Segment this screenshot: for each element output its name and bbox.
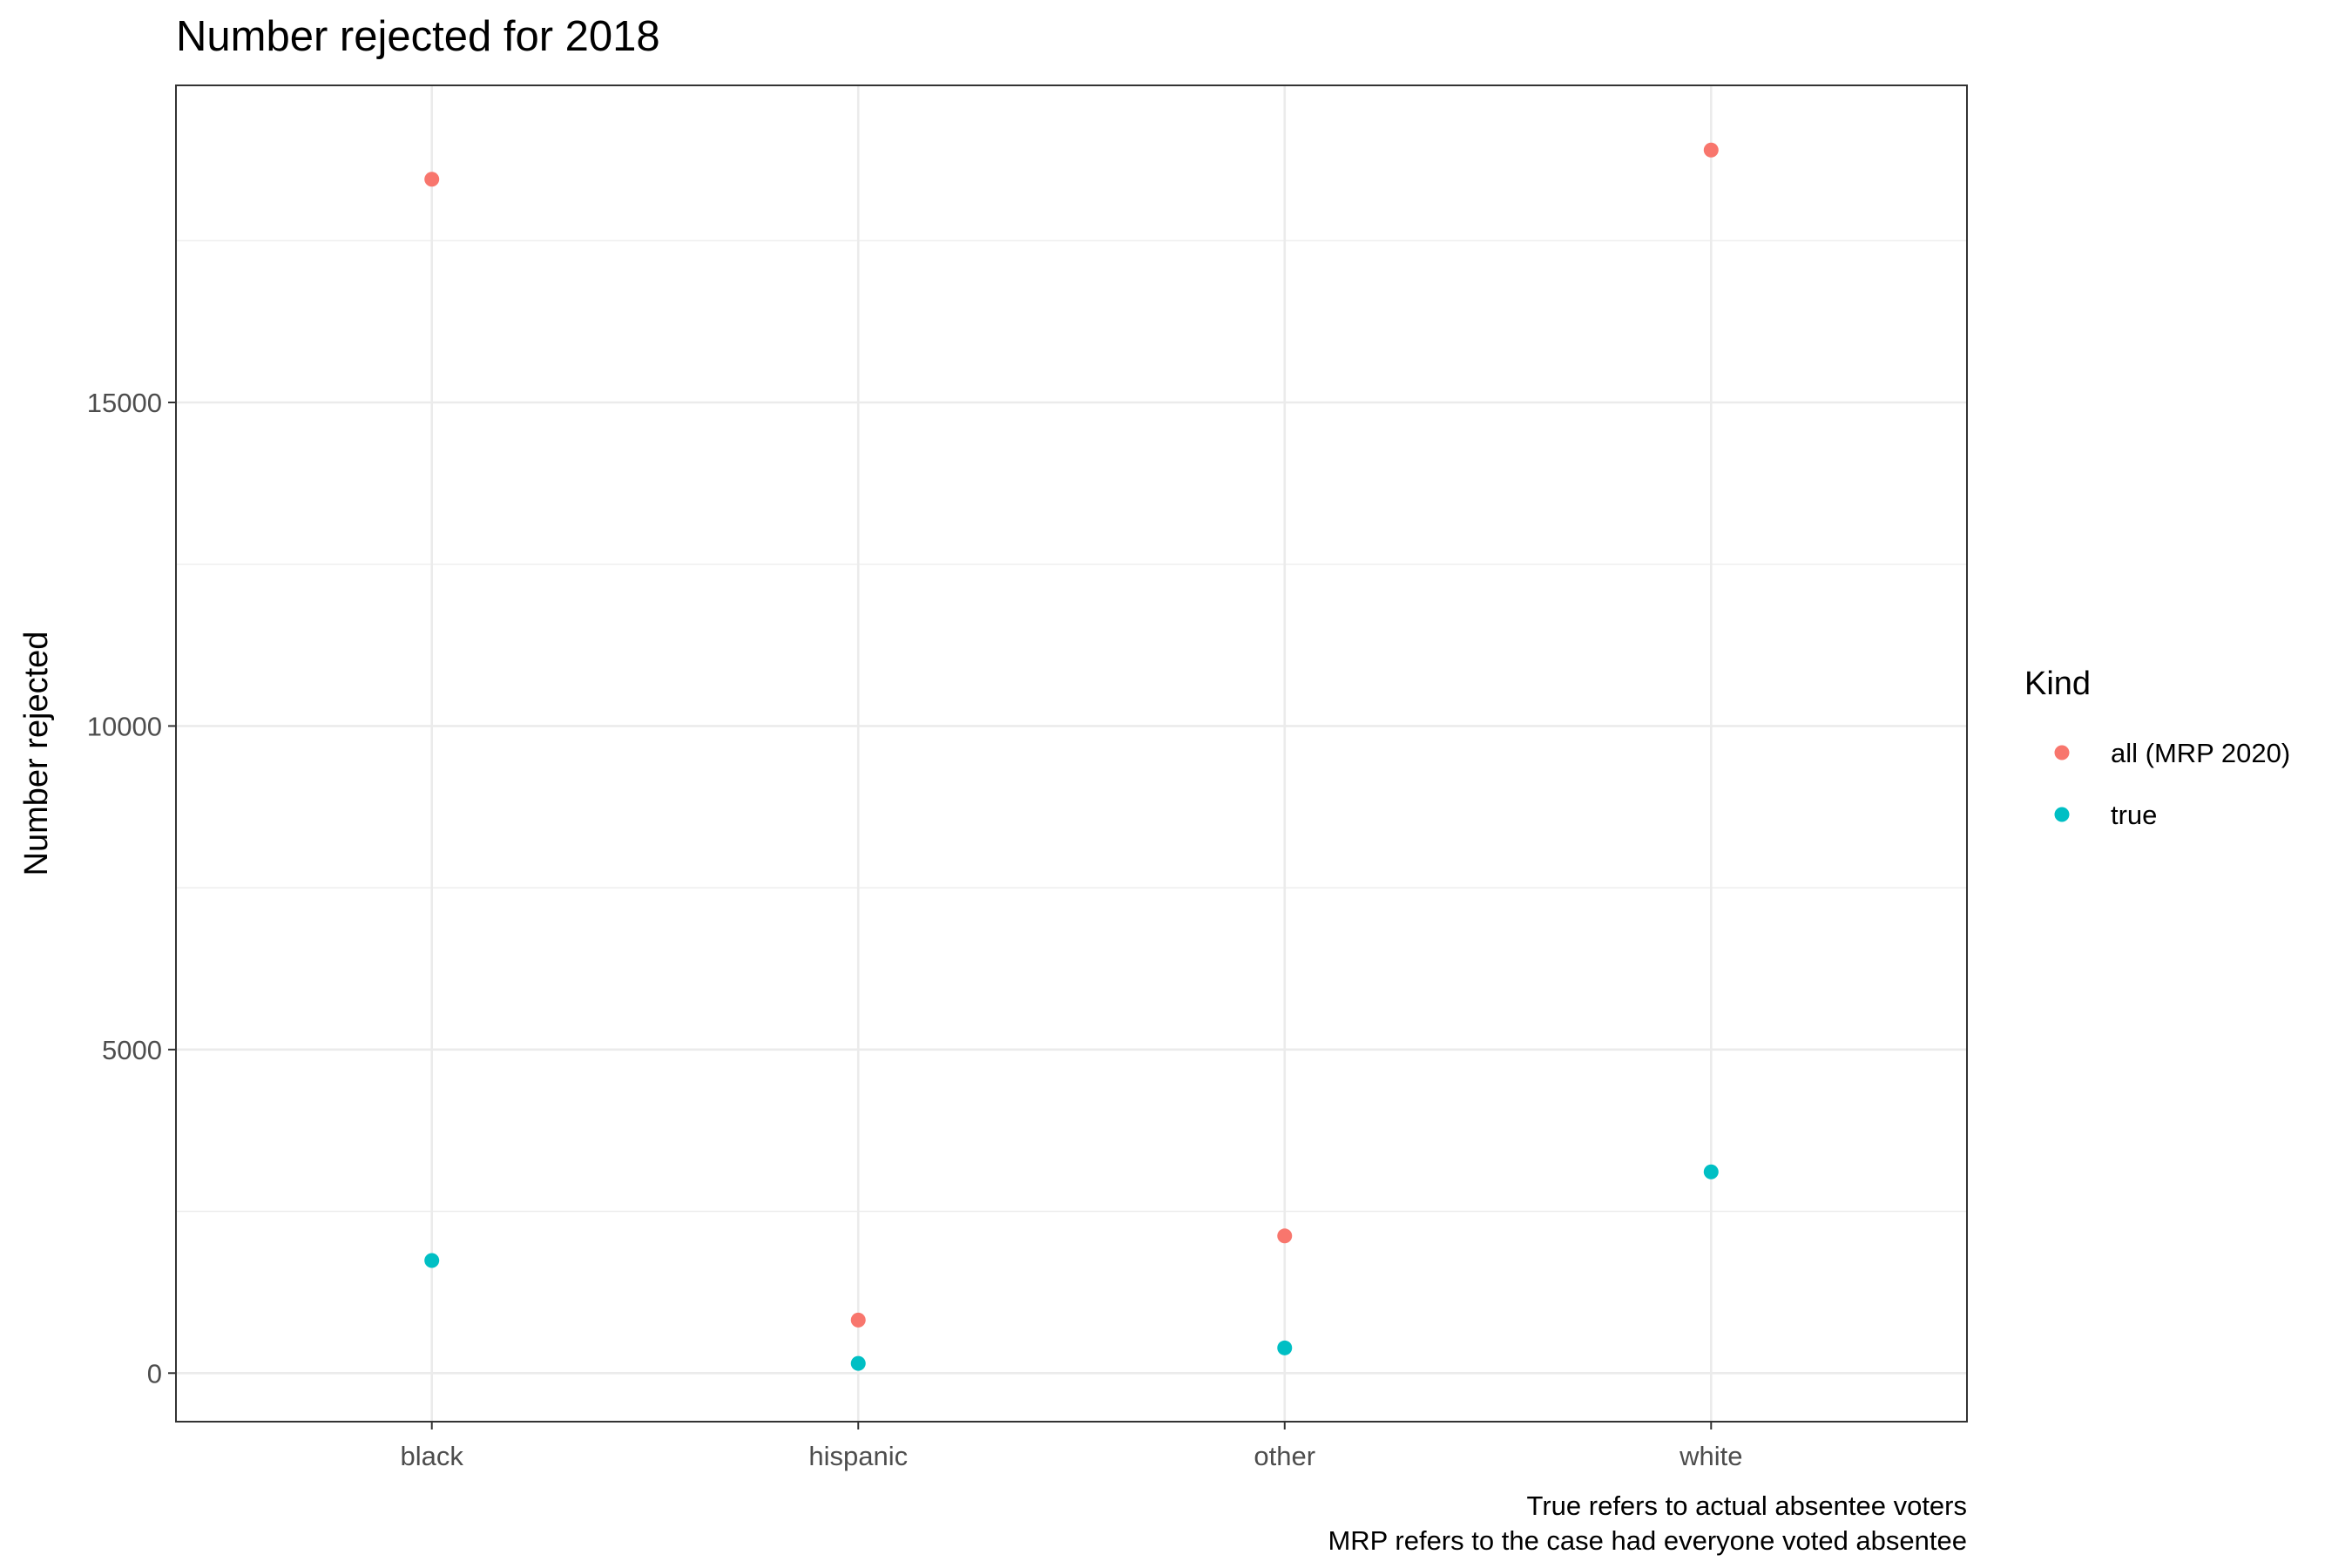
- point-true-other: [1277, 1340, 1293, 1355]
- data-points: [424, 142, 1719, 1371]
- point-true-white: [1703, 1164, 1719, 1179]
- legend-key: [2054, 745, 2070, 760]
- legend-label: true: [2111, 800, 2157, 830]
- legend-label: all (MRP 2020): [2111, 738, 2290, 768]
- point-all-mrp-2020-hispanic: [850, 1312, 866, 1328]
- caption-line-2: MRP refers to the case had everyone vote…: [1328, 1525, 1967, 1556]
- caption-line-1: True refers to actual absentee voters: [1527, 1490, 1967, 1521]
- legend: all (MRP 2020) true: [2054, 738, 2290, 830]
- y-axis: 0 5000 10000 15000: [87, 388, 176, 1389]
- plot-panel-border: [175, 84, 1968, 1423]
- y-tick-label: 5000: [102, 1035, 162, 1065]
- minor-gridlines: [176, 240, 1967, 1213]
- point-all-mrp-2020-white: [1703, 142, 1719, 158]
- x-tick-label: white: [1679, 1441, 1742, 1471]
- point-true-hispanic: [850, 1355, 866, 1371]
- x-tick-label: hispanic: [808, 1441, 908, 1471]
- x-axis: black hispanic other white: [401, 1422, 1742, 1471]
- point-all-mrp-2020-black: [424, 172, 440, 187]
- x-tick-label: black: [401, 1441, 464, 1471]
- legend-key: [2054, 807, 2070, 822]
- chart-title: Number rejected for 2018: [176, 13, 660, 60]
- y-tick-label: 15000: [87, 388, 162, 418]
- y-tick-label: 0: [147, 1358, 162, 1389]
- major-gridlines: [176, 85, 1967, 1422]
- legend-title: Kind: [2024, 666, 2091, 702]
- point-true-black: [424, 1253, 440, 1268]
- y-tick-label: 10000: [87, 711, 162, 741]
- point-all-mrp-2020-other: [1277, 1228, 1293, 1244]
- x-tick-label: other: [1254, 1441, 1315, 1471]
- y-axis-title: Number rejected: [18, 632, 55, 876]
